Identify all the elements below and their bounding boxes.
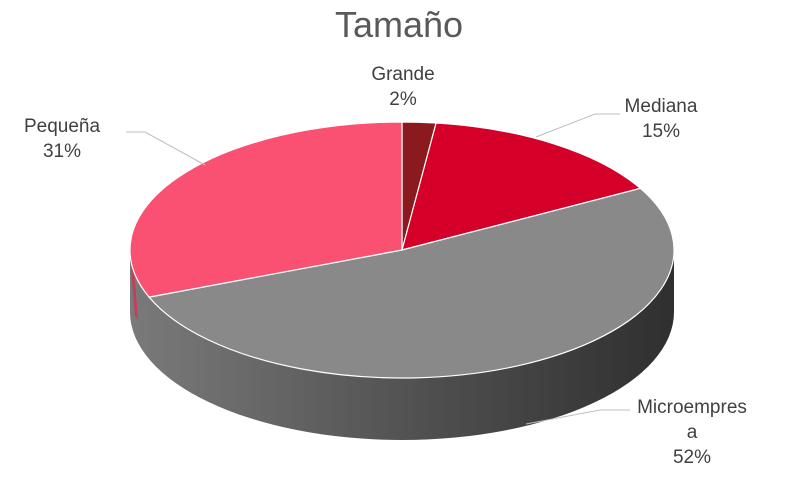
pie-slice-microempresa: [147, 187, 675, 379]
pie-side-wall: [130, 250, 674, 440]
pie-slice-mediana: [401, 122, 642, 251]
chart-title: Tamaño: [334, 4, 464, 45]
data-labels: Grande 2% Mediana 15% Microempres a 52% Pequeña…: [24, 64, 747, 468]
pie-slice-pequena: [129, 121, 403, 298]
leader-lines: [126, 113, 630, 425]
data-label-pequena: Pequeña 31%: [24, 116, 101, 162]
data-label-grande: Grande 2%: [371, 64, 434, 110]
data-label-mediana: Mediana 15%: [625, 96, 698, 142]
pie-side-layer: [130, 250, 674, 440]
pie-side-pequena: [131, 268, 138, 320]
leader-line-mediana: [535, 113, 620, 138]
leader-line-microempresa: [525, 409, 630, 425]
data-label-microempresa: Microempres a 52%: [637, 397, 747, 468]
leader-line-pequena: [126, 131, 206, 166]
pie-top-layer: [129, 121, 675, 379]
